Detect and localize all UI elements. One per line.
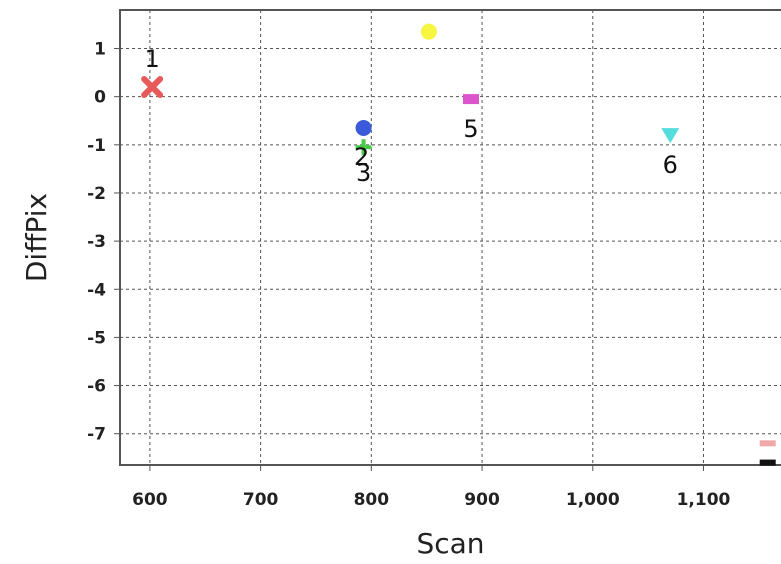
- point-marker: [661, 128, 680, 144]
- x-tick-label: 1,000: [566, 490, 620, 510]
- ticks: 600 700 800 900 1,000 1,100 1 0 -1 -2 -3 -4 -5 -6 -7: [87, 40, 730, 510]
- plot-frame: [119, 9, 781, 466]
- point-marker: [141, 76, 164, 99]
- data-point-4: 3: [356, 159, 371, 187]
- y-tick-label: -3: [87, 232, 106, 252]
- point-label: 3: [356, 159, 371, 187]
- point-label: 5: [463, 115, 478, 143]
- y-tick-label: 1: [94, 40, 106, 60]
- point-marker: [420, 23, 437, 40]
- point-marker: [355, 119, 372, 136]
- x-tick-label: 800: [354, 490, 390, 510]
- y-tick-label: -1: [87, 136, 106, 156]
- y-tick-label: -2: [87, 184, 106, 204]
- x-axis-title: Scan: [416, 527, 484, 560]
- point-label: 2: [354, 143, 369, 171]
- y-tick-label: -5: [87, 328, 106, 348]
- y-tick-label: 0: [94, 88, 106, 108]
- point-marker: [759, 440, 776, 447]
- data-point-2: [355, 119, 372, 136]
- data-point-9: [759, 459, 776, 466]
- x-tick-label: 700: [243, 490, 279, 510]
- y-tick-label: -6: [87, 377, 106, 397]
- data-point-8: [759, 440, 776, 447]
- x-tick-label: 1,100: [677, 490, 731, 510]
- point-marker: [759, 459, 776, 466]
- data-point-5: [420, 23, 437, 40]
- x-tick-label: 900: [464, 490, 500, 510]
- y-axis-title: DiffPix: [20, 193, 53, 282]
- data-point-7: 6: [661, 128, 680, 179]
- data-point-1: 1: [141, 45, 164, 99]
- point-label: 1: [144, 45, 159, 73]
- data-point-3: 2: [354, 139, 372, 171]
- y-tick-label: -4: [87, 280, 106, 300]
- point-marker: [462, 94, 479, 105]
- y-tick-label: -7: [87, 425, 106, 445]
- grid: [120, 10, 781, 465]
- x-tick-label: 600: [132, 490, 168, 510]
- point-label: 6: [663, 151, 678, 179]
- data-points: 1 23 5 6: [141, 23, 776, 466]
- data-point-6: 5: [462, 94, 479, 143]
